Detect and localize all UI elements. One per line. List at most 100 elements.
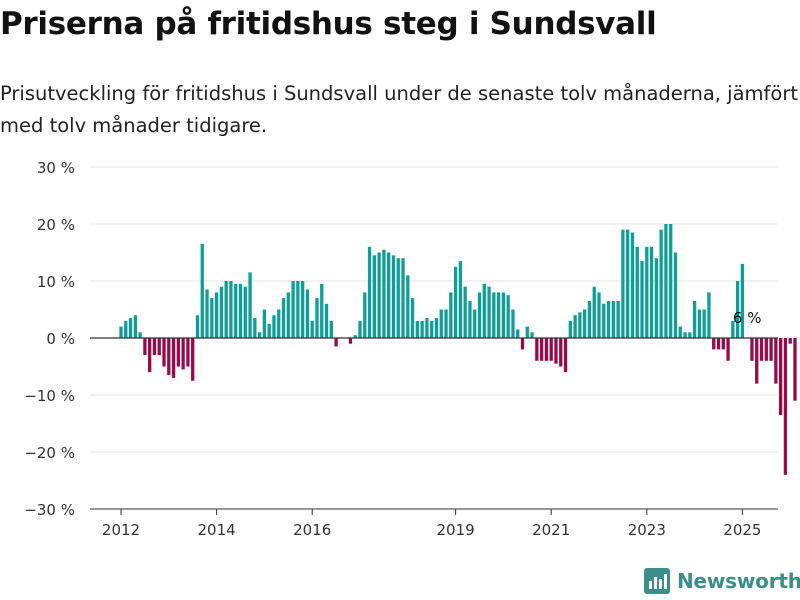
bar xyxy=(544,338,549,361)
bar xyxy=(415,320,420,338)
bar xyxy=(148,338,152,373)
bar xyxy=(401,258,405,338)
bar xyxy=(458,261,463,338)
bar xyxy=(516,329,520,338)
bar xyxy=(363,292,367,338)
bar xyxy=(262,309,267,338)
bar xyxy=(434,318,439,338)
bar xyxy=(473,309,477,338)
bar xyxy=(367,246,372,338)
y-tick-label: −10 % xyxy=(24,387,75,405)
bar xyxy=(124,320,128,338)
bar xyxy=(272,315,276,338)
bar xyxy=(286,292,290,338)
bar xyxy=(248,272,252,338)
bar xyxy=(324,303,329,338)
bar xyxy=(334,338,338,347)
bar xyxy=(253,318,257,338)
bar xyxy=(740,263,745,338)
bar xyxy=(492,292,496,338)
bar xyxy=(224,281,228,338)
bar xyxy=(640,261,644,338)
bar xyxy=(793,338,797,401)
bar xyxy=(243,286,247,338)
bar xyxy=(597,292,601,338)
bar xyxy=(539,338,544,361)
bar xyxy=(563,338,568,373)
bar xyxy=(692,300,697,338)
bar xyxy=(712,338,716,350)
bar xyxy=(707,292,711,338)
bar xyxy=(669,224,673,338)
bar xyxy=(353,335,357,338)
bar xyxy=(530,332,534,338)
bar xyxy=(176,338,181,367)
bar xyxy=(296,281,300,338)
bar xyxy=(673,252,678,338)
bar xyxy=(200,243,204,338)
bar xyxy=(468,300,472,338)
bar xyxy=(387,252,391,338)
bar xyxy=(191,338,195,381)
bar xyxy=(573,315,577,338)
bar xyxy=(683,332,687,338)
newsworthy-logo[interactable]: Newsworthy xyxy=(644,568,800,594)
bar xyxy=(587,300,592,338)
bar xyxy=(645,246,649,338)
bar xyxy=(774,338,778,384)
bar xyxy=(659,229,663,338)
x-tick-label: 2012 xyxy=(102,521,140,539)
bar xyxy=(128,318,133,338)
bar xyxy=(654,258,659,338)
bar xyxy=(626,229,630,338)
y-tick-label: −20 % xyxy=(24,444,75,462)
bar xyxy=(291,281,295,338)
bar xyxy=(382,249,386,338)
chart-subtitle: Prisutveckling för fritidshus i Sundsval… xyxy=(0,82,799,137)
bar xyxy=(496,292,501,338)
last-value-label: 6 % xyxy=(733,309,762,327)
bar xyxy=(267,323,271,338)
bar xyxy=(568,320,572,338)
bar xyxy=(396,258,400,338)
y-tick-label: 20 % xyxy=(37,216,75,234)
bar xyxy=(210,298,214,338)
bar xyxy=(315,298,319,338)
bar xyxy=(635,246,639,338)
bar xyxy=(391,255,396,338)
bar xyxy=(372,255,376,338)
bar xyxy=(300,281,305,338)
bar xyxy=(358,320,362,338)
bar xyxy=(788,338,792,344)
bar xyxy=(506,295,510,338)
bar xyxy=(152,338,157,356)
y-tick-label: 0 % xyxy=(46,330,75,348)
bar xyxy=(410,298,415,338)
bar xyxy=(377,252,381,338)
bar xyxy=(611,300,615,338)
bar xyxy=(482,283,486,338)
bar xyxy=(229,281,233,338)
bar xyxy=(219,286,224,338)
bar xyxy=(449,292,453,338)
bar xyxy=(759,338,764,361)
bar xyxy=(205,289,209,338)
bar xyxy=(181,338,185,370)
bar xyxy=(731,320,735,338)
bar xyxy=(138,332,142,338)
bar xyxy=(688,332,692,338)
newsworthy-logo-text: Newsworthy xyxy=(677,569,800,593)
bar xyxy=(578,312,582,338)
bar xyxy=(214,292,219,338)
bar xyxy=(602,303,606,338)
bar xyxy=(310,320,314,338)
annotations: 6 % xyxy=(733,309,762,327)
bar xyxy=(305,289,310,338)
bar xyxy=(721,338,725,350)
x-tick-label: 2025 xyxy=(723,521,761,539)
bar xyxy=(487,286,491,338)
bar xyxy=(453,266,458,338)
bar xyxy=(678,326,682,338)
bar xyxy=(535,338,539,361)
bar xyxy=(257,332,262,338)
